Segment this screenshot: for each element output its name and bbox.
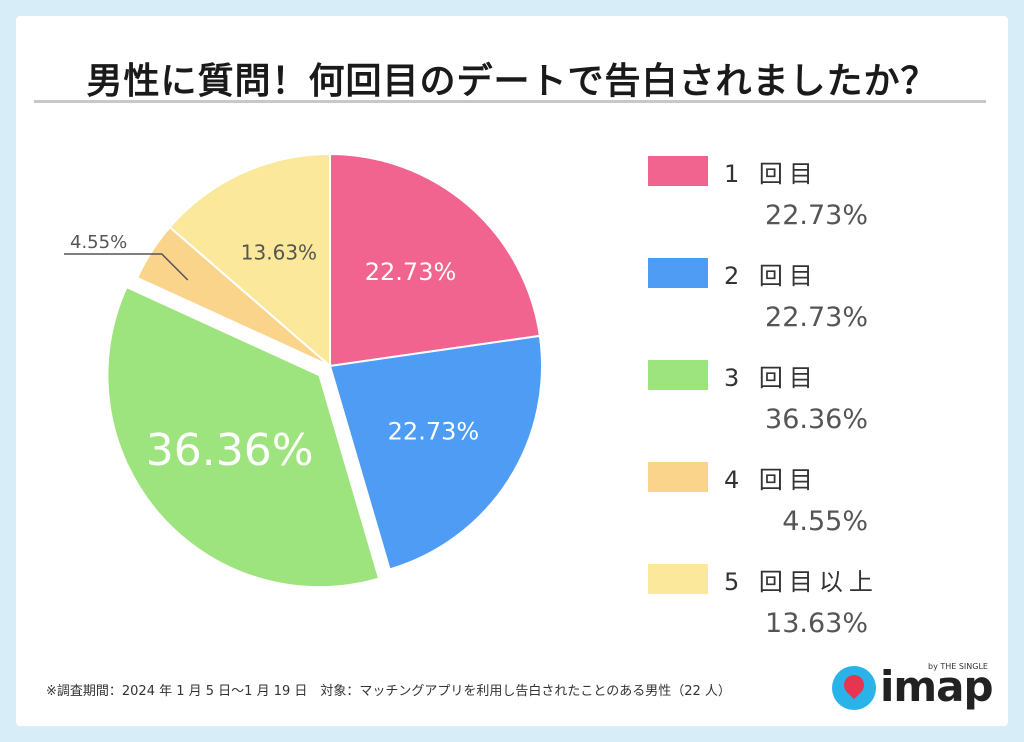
slice-label-5: 13.63% <box>241 241 317 265</box>
logo-subtext: by THE SINGLE <box>928 662 988 671</box>
logo-text: imap <box>880 662 994 711</box>
legend-value-5: 13.63% <box>765 608 868 639</box>
legend-value-2: 22.73% <box>765 302 868 333</box>
survey-footnote: ※調査期間：2024 年 1 月 5 日～1 月 19 日 対象：マッチングアプ… <box>46 684 731 699</box>
legend-swatch-4 <box>648 462 708 492</box>
legend-value-1: 22.73% <box>765 200 868 231</box>
legend-value-4: 4.55% <box>782 506 868 537</box>
slice-label-2: 22.73% <box>388 418 480 446</box>
legend-label-3: 3 回目 <box>724 364 819 392</box>
chart-card: 男性に質問！何回目のデートで告白されましたか？ 22.73% 22.73% 36.3… <box>16 16 1008 726</box>
slice-label-3: 36.36% <box>146 425 314 476</box>
title-divider <box>34 100 986 103</box>
legend-swatch-5 <box>648 564 708 594</box>
legend-label-1: 1 回目 <box>724 160 819 188</box>
pie-slice-1 <box>329 152 541 368</box>
leader-line-4 <box>64 253 189 281</box>
pie-slice-2 <box>328 334 543 571</box>
legend-value-3: 36.36% <box>765 404 868 435</box>
legend-swatch-1 <box>648 156 708 186</box>
legend-swatch-2 <box>648 258 708 288</box>
imap-logo: imap by THE SINGLE <box>832 662 994 718</box>
pie-slice-5 <box>168 152 331 369</box>
slice-label-4: 4.55% <box>70 232 127 253</box>
legend-swatch-3 <box>648 360 708 390</box>
map-pin-icon <box>832 666 876 710</box>
legend-label-5: 5 回目以上 <box>724 568 879 596</box>
legend-label-4: 4 回目 <box>724 466 819 494</box>
chart-title: 男性に質問！何回目のデートで告白されましたか？ <box>86 61 938 102</box>
legend-label-2: 2 回目 <box>724 262 819 290</box>
slice-label-1: 22.73% <box>365 258 457 286</box>
pie-chart: 22.73% 22.73% 36.36% 4.55% 13.63% <box>64 152 543 589</box>
pie-slice-3 <box>106 285 381 589</box>
